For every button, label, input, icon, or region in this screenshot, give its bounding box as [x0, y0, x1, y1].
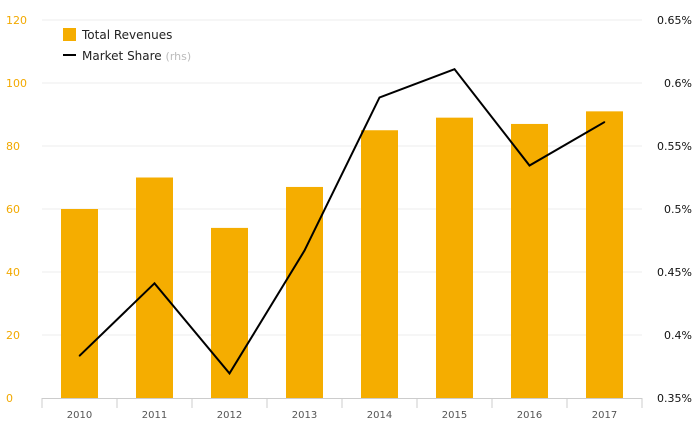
market-share-point-2013	[303, 249, 306, 252]
market-share-point-2017	[603, 121, 606, 123]
gridlines	[42, 19, 642, 336]
legend: Total Revenues Market Share (rhs)	[63, 28, 191, 63]
market-share-polyline	[78, 67, 606, 376]
legend-label-market-share: Market Share (rhs)	[82, 49, 191, 63]
bar-2011	[136, 177, 173, 398]
left-tick-label: 40	[6, 266, 20, 279]
market-share-point-2011	[153, 282, 156, 285]
legend-market-share-name: Market Share	[82, 49, 162, 63]
revenue-bars	[61, 111, 623, 399]
market-share-point-2012	[228, 372, 231, 375]
legend-swatch-total-revenues	[63, 28, 76, 41]
right-tick-label: 0.35%	[657, 392, 692, 405]
left-tick-label: 20	[6, 329, 20, 342]
legend-market-share-suffix: (rhs)	[166, 50, 192, 63]
right-tick-label: 0.4%	[664, 329, 692, 342]
right-tick-label: 0.45%	[657, 266, 692, 279]
x-tick-label: 2016	[517, 410, 542, 421]
left-tick-label: 0	[6, 392, 13, 405]
x-tick-label: 2014	[367, 410, 392, 421]
market-share-point-2015	[453, 68, 456, 70]
left-tick-label: 60	[6, 203, 20, 216]
right-tick-label: 0.55%	[657, 140, 692, 153]
left-tick-label: 120	[6, 14, 27, 27]
bar-2014	[361, 130, 398, 398]
market-share-line	[78, 67, 606, 376]
x-tick-label: 2012	[217, 410, 242, 421]
x-tick-label: 2013	[292, 410, 317, 421]
x-tick-label: 2017	[592, 410, 617, 421]
legend-label-total-revenues: Total Revenues	[81, 28, 172, 42]
x-axis	[41, 398, 643, 408]
left-tick-label: 80	[6, 140, 20, 153]
x-tick-label: 2015	[442, 410, 467, 421]
right-tick-label: 0.5%	[664, 203, 692, 216]
bar-2013	[286, 186, 323, 398]
left-tick-label: 100	[6, 77, 27, 90]
market-share-point-2010	[78, 354, 81, 357]
bar-2015	[436, 117, 473, 399]
x-tick-label: 2010	[67, 410, 92, 421]
left-axis-tick-labels: 0 20 40 60 80 100 120	[6, 14, 27, 405]
x-axis-tick-labels: 2010 2011 2012 2013 2014 2015 2016 2017	[67, 410, 617, 421]
bar-2017	[586, 111, 623, 398]
right-axis-tick-labels: 0.35% 0.4% 0.45% 0.5% 0.55% 0.6% 0.65%	[657, 14, 692, 405]
market-share-point-2014	[378, 96, 381, 99]
market-share-point-2016	[528, 164, 531, 167]
bar-2016	[511, 123, 548, 398]
right-tick-label: 0.6%	[664, 77, 692, 90]
bar-2010	[61, 209, 98, 398]
x-tick-label: 2011	[142, 410, 167, 421]
bar-2012	[211, 227, 248, 398]
right-tick-label: 0.65%	[657, 14, 692, 27]
